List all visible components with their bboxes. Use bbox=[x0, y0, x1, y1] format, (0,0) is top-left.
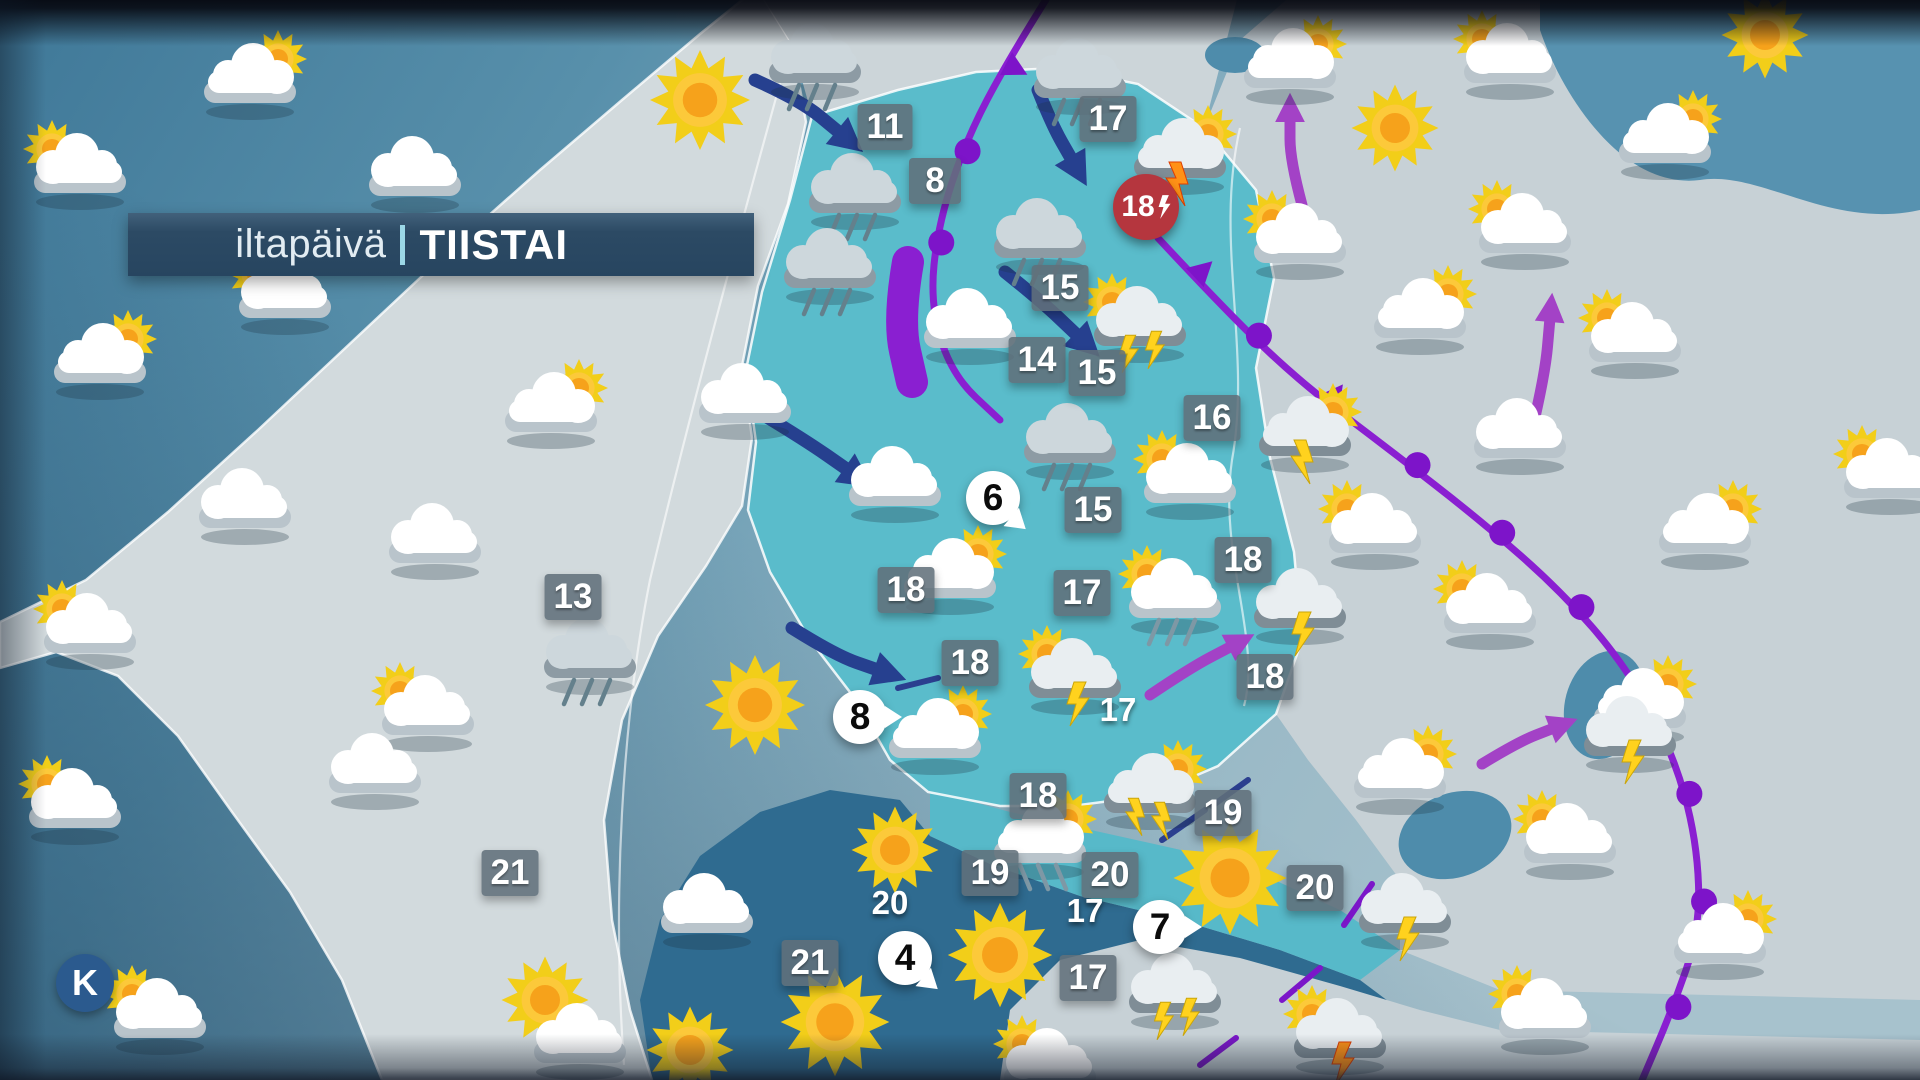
wind-arrow-warm bbox=[1144, 634, 1255, 701]
cloud-thunder-icon bbox=[1584, 696, 1676, 785]
wind-arrow-cold bbox=[785, 621, 907, 686]
sun-cloud-icon bbox=[1354, 725, 1457, 815]
sun-cloud-thunder-icon bbox=[1083, 273, 1186, 373]
sun-icon bbox=[501, 956, 589, 1044]
lake-ladoga bbox=[1398, 790, 1512, 880]
sun-cloud-icon bbox=[18, 755, 121, 845]
sun-cloud-icon bbox=[505, 359, 608, 449]
cloud-rain-icon bbox=[544, 618, 636, 707]
cloud-thunder-icon bbox=[1359, 873, 1451, 962]
cloud-icon bbox=[849, 446, 941, 523]
cloud-icon bbox=[369, 136, 461, 213]
cloud-rain-icon bbox=[994, 198, 1086, 287]
sun-cloud-thunder-icon bbox=[1104, 740, 1207, 840]
forecast-day-label: TIISTAI bbox=[419, 220, 568, 268]
trough-line bbox=[1341, 881, 1375, 928]
cloud-icon bbox=[1474, 398, 1566, 475]
sun-cloud-rain-icon bbox=[1118, 545, 1221, 647]
cloud-icon bbox=[389, 503, 481, 580]
cloud-thunder-icon bbox=[1129, 953, 1221, 1040]
cloud-icon bbox=[199, 468, 291, 545]
sun-cloud-icon bbox=[1318, 480, 1421, 570]
cloud-rain-icon bbox=[1024, 403, 1116, 492]
sun-cloud-icon bbox=[1243, 190, 1346, 280]
wind-arrow-warm bbox=[1275, 92, 1308, 211]
title-divider bbox=[400, 224, 406, 265]
cloud-icon bbox=[329, 733, 421, 810]
sun-icon bbox=[649, 49, 751, 151]
cloud-rain-icon bbox=[809, 153, 901, 242]
sun-cloud-icon bbox=[1619, 90, 1722, 180]
sun-icon bbox=[947, 902, 1053, 1008]
sun-cloud-thunder-icon bbox=[1018, 625, 1121, 727]
sun-cloud-icon bbox=[1833, 425, 1920, 515]
sun-cloud-icon bbox=[1133, 430, 1236, 520]
border-finland-russia bbox=[1228, 127, 1250, 707]
sun-cloud-icon bbox=[1374, 265, 1477, 355]
sun-cloud-icon bbox=[1468, 180, 1571, 270]
sun-icon bbox=[704, 654, 806, 756]
border-norway-sweden bbox=[617, 39, 794, 1066]
weather-front-line bbox=[886, 246, 928, 398]
wind-arrow-cold bbox=[748, 73, 864, 153]
channel-logo: K bbox=[56, 954, 114, 1012]
landmass-russia bbox=[1204, 0, 1920, 1000]
sun-cloud-icon bbox=[1513, 790, 1616, 880]
cloud-rain-icon bbox=[784, 228, 876, 317]
sun-icon bbox=[851, 806, 939, 894]
sun-cloud-icon bbox=[1433, 560, 1536, 650]
sun-cloud-thunder-icon bbox=[1259, 383, 1362, 485]
cloud-icon bbox=[699, 363, 791, 440]
cloud-icon bbox=[924, 288, 1016, 365]
sun-cloud-icon bbox=[1674, 890, 1777, 980]
sun-cloud-icon bbox=[54, 310, 157, 400]
sun-cloud-icon bbox=[371, 662, 474, 752]
trough-line bbox=[895, 675, 941, 691]
sun-cloud-icon bbox=[23, 120, 126, 210]
cloud-thunder-icon bbox=[1254, 568, 1346, 657]
sun-icon bbox=[1351, 84, 1439, 172]
wind-arrow-warm bbox=[1476, 715, 1578, 770]
sun-cloud-icon bbox=[1578, 289, 1681, 379]
cloud-icon bbox=[661, 873, 753, 950]
forecast-period-label: iltapäivä bbox=[235, 222, 387, 266]
sun-cloud-icon bbox=[33, 580, 136, 670]
sun-cloud-icon bbox=[1659, 480, 1762, 570]
sun-icon bbox=[1173, 821, 1287, 935]
trough-line bbox=[1279, 965, 1323, 1003]
forecast-title-box: iltapäivä TIISTAI bbox=[128, 213, 754, 276]
sun-cloud-icon bbox=[889, 685, 992, 775]
